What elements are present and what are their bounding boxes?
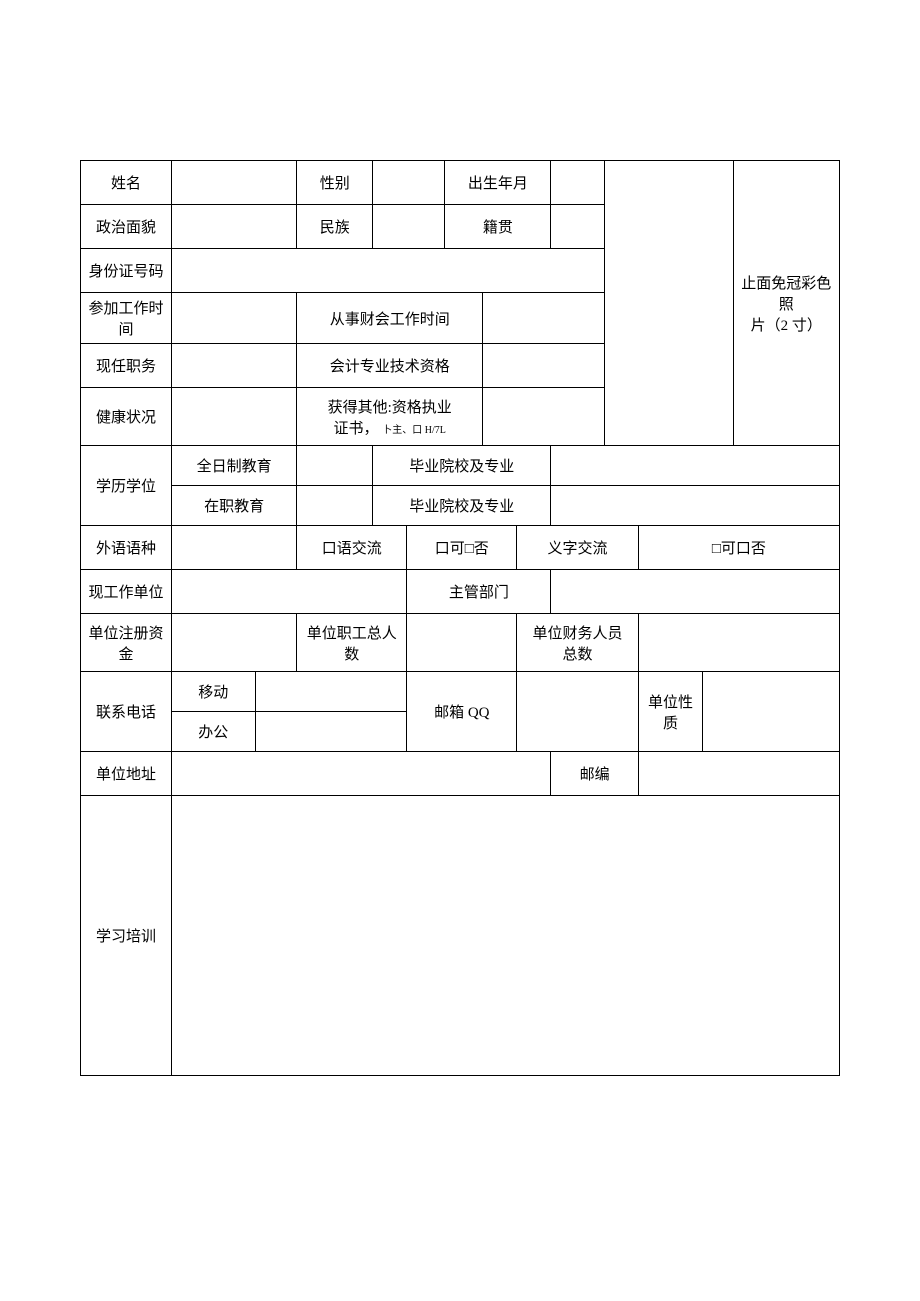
label-address: 单位地址 (81, 752, 172, 796)
value-native[interactable] (551, 205, 604, 249)
value-foreign-lang[interactable] (172, 526, 297, 570)
label-workstart: 参加工作时间 (81, 293, 172, 344)
label-finance-staff: 单位财务人员 总数 (517, 614, 638, 672)
unit-type-l1: 单位性 (648, 695, 693, 711)
value-name[interactable] (172, 161, 297, 205)
value-staff-count[interactable] (407, 614, 517, 672)
label-health: 健康状况 (81, 388, 172, 446)
other-cert-l1: 获得其他:资格执业 (328, 400, 452, 416)
value-position[interactable] (172, 344, 297, 388)
label-onjob: 在职教育 (172, 486, 297, 526)
value-birth[interactable] (551, 161, 604, 205)
value-finance-workstart[interactable] (483, 293, 604, 344)
value-workstart[interactable] (172, 293, 297, 344)
staff-count-l2: 数 (344, 647, 359, 663)
label-finance-workstart: 从事财会工作时间 (297, 293, 483, 344)
value-email-qq[interactable] (517, 672, 638, 752)
unit-type-l2: 质 (663, 716, 678, 732)
label-postcode: 邮编 (551, 752, 638, 796)
value-oral-opt[interactable]: 口可□否 (407, 526, 517, 570)
value-health[interactable] (172, 388, 297, 446)
value-unit-type[interactable] (703, 672, 840, 752)
label-mobile: 移动 (172, 672, 255, 712)
value-reg-capital[interactable] (172, 614, 297, 672)
label-name: 姓名 (81, 161, 172, 205)
label-training: 学习培训 (81, 796, 172, 1076)
value-idnum[interactable] (172, 249, 605, 293)
value-other-cert[interactable] (483, 388, 604, 446)
label-idnum: 身份证号码 (81, 249, 172, 293)
other-cert-l2: 证书， (334, 421, 379, 437)
label-employer: 现工作单位 (81, 570, 172, 614)
label-other-cert: 获得其他:资格执业 证书， 卜主、口 H/7L (297, 388, 483, 446)
label-phone: 联系电话 (81, 672, 172, 752)
value-dept[interactable] (551, 570, 840, 614)
photo-placeholder: 止面免冠彩色照 片（2 寸） (733, 161, 839, 446)
label-political: 政治面貌 (81, 205, 172, 249)
label-gender: 性别 (297, 161, 373, 205)
label-grad-school-2: 毕业院校及专业 (373, 486, 551, 526)
other-cert-small: 卜主、口 H/7L (382, 425, 446, 436)
label-staff-count: 单位职工总人 数 (297, 614, 407, 672)
label-written: 义字交流 (517, 526, 638, 570)
value-employer[interactable] (172, 570, 407, 614)
label-other-cert-ext (604, 161, 733, 446)
value-training[interactable] (172, 796, 840, 1076)
label-native: 籍贯 (445, 205, 551, 249)
form-table: 姓名 性别 出生年月 止面免冠彩色照 片（2 寸） 政治面貌 民族 籍贯 身份证… (80, 160, 840, 1076)
label-grad-school-1: 毕业院校及专业 (373, 446, 551, 486)
label-ethnic: 民族 (297, 205, 373, 249)
value-gender[interactable] (373, 161, 445, 205)
label-reg-capital: 单位注册资金 (81, 614, 172, 672)
label-email-qq: 邮箱 QQ (407, 672, 517, 752)
label-office: 办公 (172, 712, 255, 752)
label-fulltime: 全日制教育 (172, 446, 297, 486)
finance-staff-l1: 单位财务人员 (532, 626, 622, 642)
value-onjob[interactable] (297, 486, 373, 526)
photo-line1: 止面免冠彩色照 (741, 276, 831, 313)
value-onjob-school[interactable] (551, 486, 840, 526)
label-oral: 口语交流 (297, 526, 407, 570)
value-fulltime-school[interactable] (551, 446, 840, 486)
photo-line2: 片（2 寸） (751, 318, 822, 334)
value-fulltime[interactable] (297, 446, 373, 486)
value-office[interactable] (255, 712, 407, 752)
label-edu-degree: 学历学位 (81, 446, 172, 526)
value-postcode[interactable] (638, 752, 839, 796)
value-ethnic[interactable] (373, 205, 445, 249)
label-unit-type: 单位性 质 (638, 672, 703, 752)
value-written-opt[interactable]: □可口否 (638, 526, 839, 570)
form-page: 姓名 性别 出生年月 止面免冠彩色照 片（2 寸） 政治面貌 民族 籍贯 身份证… (80, 160, 840, 1076)
value-political[interactable] (172, 205, 297, 249)
finance-staff-l2: 总数 (562, 647, 592, 663)
label-birth: 出生年月 (445, 161, 551, 205)
value-address[interactable] (172, 752, 551, 796)
value-acct-qual[interactable] (483, 344, 604, 388)
label-position: 现任职务 (81, 344, 172, 388)
value-mobile[interactable] (255, 672, 407, 712)
value-finance-staff[interactable] (638, 614, 839, 672)
staff-count-l1: 单位职工总人 (307, 626, 397, 642)
label-acct-qual: 会计专业技术资格 (297, 344, 483, 388)
label-foreign-lang: 外语语种 (81, 526, 172, 570)
label-dept: 主管部门 (407, 570, 551, 614)
